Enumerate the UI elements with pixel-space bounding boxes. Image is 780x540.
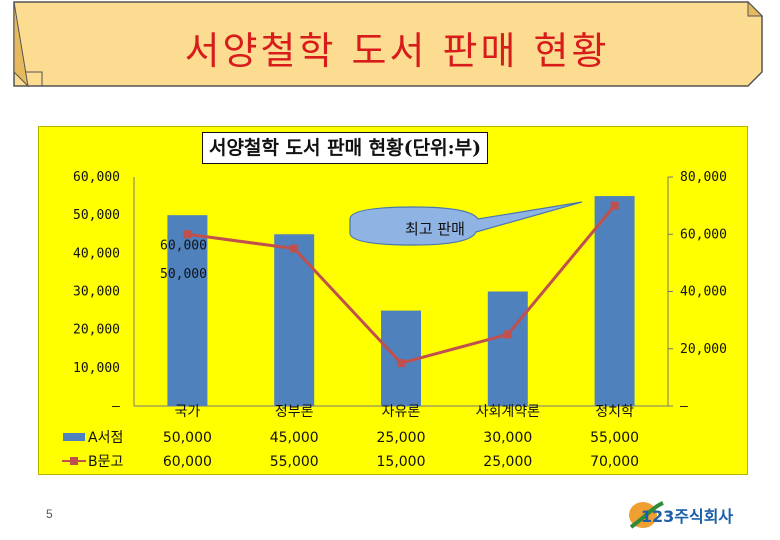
right-tick-label: 60,000 <box>680 227 727 242</box>
left-tick-label: 60,000 <box>73 170 120 185</box>
line-point <box>610 201 619 210</box>
bar <box>594 196 635 406</box>
line-point <box>397 359 405 368</box>
table-cell-value: 30,000 <box>483 430 532 446</box>
right-tick-label: – <box>680 399 688 414</box>
legend-key <box>63 433 85 441</box>
legend-line-marker <box>70 457 78 465</box>
category-label: 정치학 <box>595 404 634 420</box>
legend-key <box>62 457 86 465</box>
line-series <box>183 201 619 368</box>
table-cell-value: 60,000 <box>163 454 212 470</box>
left-tick-label: – <box>112 399 120 414</box>
table-cell-value: 50,000 <box>163 430 212 446</box>
right-axis-ticks: – 20,000 40,000 60,000 80,000 <box>668 170 727 414</box>
left-tick-label: 20,000 <box>73 323 120 338</box>
category-label: 정부론 <box>275 404 314 420</box>
right-tick-label: 20,000 <box>680 342 727 357</box>
line-point <box>503 330 512 339</box>
page-number: 5 <box>46 507 53 521</box>
left-tick-label: 10,000 <box>73 361 120 376</box>
banner-shape <box>13 0 764 88</box>
floating-tick-label: 60,000 <box>160 239 207 254</box>
banner-title: 서양철학 도서 판매 현황 <box>184 29 610 73</box>
logo-mark: 123주식회사 <box>629 501 734 529</box>
line-point <box>290 244 299 253</box>
callout-bubble: 최고 판매 <box>349 201 583 246</box>
right-tick-label: 80,000 <box>680 170 727 185</box>
table-cell-value: 70,000 <box>590 454 639 470</box>
table-cell-value: 25,000 <box>377 430 426 446</box>
left-axis-ticks: – 10,000 20,000 30,000 40,000 50,000 60,000 <box>73 170 120 414</box>
bar <box>487 291 528 406</box>
chart-title: 서양철학 도서 판매 현황(단위:부) <box>202 132 489 164</box>
left-tick-label: 40,000 <box>73 246 120 261</box>
bar <box>167 215 208 406</box>
series-label: B문고 <box>88 454 123 470</box>
company-logo: 123주식회사 <box>623 497 743 533</box>
callout-text: 최고 판매 <box>405 220 465 238</box>
floating-labels: 60,000 50,000 <box>160 239 207 283</box>
table-cell-value: 15,000 <box>377 454 426 470</box>
table-cell-value: 55,000 <box>270 454 319 470</box>
left-tick-label: 50,000 <box>73 208 120 223</box>
title-banner: 서양철학 도서 판매 현황 <box>12 0 764 88</box>
svg-text:123주식회사: 123주식회사 <box>641 507 734 526</box>
legend-bar-swatch <box>63 433 85 441</box>
table-cell-value: 25,000 <box>483 454 532 470</box>
floating-tick-label: 50,000 <box>160 267 207 282</box>
category-label: 사회계약론 <box>476 404 541 420</box>
right-tick-label: 40,000 <box>680 285 727 300</box>
table-cell-value: 55,000 <box>590 430 639 446</box>
category-label: 국가 <box>175 404 201 420</box>
data-table: 국가 정부론 자유론 사회계약론 정치학 A서점 50,000 45,000 25,000 30,… <box>62 404 639 470</box>
category-label: 자유론 <box>382 404 421 420</box>
bar <box>274 234 315 406</box>
left-tick-label: 30,000 <box>73 285 120 300</box>
series-label: A서점 <box>88 430 123 446</box>
line-point <box>183 230 192 239</box>
table-cell-value: 45,000 <box>270 430 319 446</box>
